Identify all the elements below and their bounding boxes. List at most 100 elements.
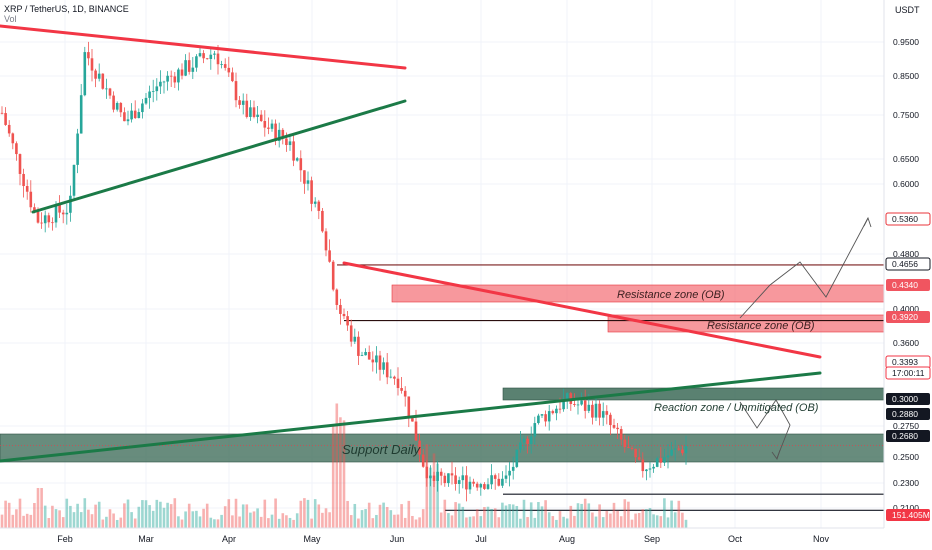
candle-body bbox=[43, 215, 47, 224]
candle-body bbox=[634, 448, 637, 458]
candle-body bbox=[601, 411, 605, 418]
volume-bar bbox=[551, 516, 555, 528]
candle-body bbox=[123, 112, 126, 122]
volume-bar bbox=[112, 513, 115, 528]
candle-body bbox=[529, 436, 533, 444]
volume-bar bbox=[328, 512, 331, 528]
volume-bar bbox=[598, 504, 601, 528]
candle-body bbox=[623, 439, 627, 448]
volume-bar bbox=[101, 519, 105, 528]
candle-body bbox=[87, 52, 90, 59]
candle-body bbox=[547, 411, 551, 422]
volume-bar bbox=[652, 514, 655, 528]
candle-body bbox=[173, 76, 177, 83]
projection-down bbox=[739, 399, 791, 459]
candle-body bbox=[439, 471, 443, 476]
candle-body bbox=[324, 231, 328, 251]
volume-bar bbox=[645, 509, 648, 528]
candle-body bbox=[306, 180, 310, 184]
candle-body bbox=[537, 415, 540, 424]
candle-body bbox=[612, 425, 616, 428]
price-axis[interactable]: USDT 0.9500 0.8500 0.7500 0.6500 0.6000 0.4800… bbox=[883, 0, 932, 550]
candle-body bbox=[249, 107, 252, 117]
candle-body bbox=[670, 449, 673, 456]
volume-bar bbox=[443, 499, 447, 528]
volume-bar bbox=[11, 514, 15, 528]
volume-bar bbox=[558, 511, 562, 528]
volume-bar bbox=[400, 504, 403, 528]
volume-bar bbox=[72, 512, 76, 528]
candle-body bbox=[627, 447, 630, 448]
volume-bar bbox=[609, 513, 612, 528]
trendline bbox=[0, 371, 822, 463]
candle-body bbox=[169, 75, 173, 77]
volume-bar bbox=[497, 517, 501, 528]
candle-body bbox=[526, 438, 529, 444]
volume-bar bbox=[69, 505, 72, 528]
currency-label: USDT bbox=[895, 5, 920, 15]
volume-bar bbox=[249, 512, 252, 528]
volume-bar bbox=[54, 509, 58, 528]
candle-body bbox=[472, 481, 475, 484]
candle-body bbox=[587, 404, 591, 411]
candle-body bbox=[295, 158, 299, 161]
volume-bar bbox=[465, 517, 468, 528]
volume-bar bbox=[90, 514, 94, 528]
candle-body bbox=[51, 222, 54, 224]
candle-body bbox=[126, 119, 130, 122]
volume-bar bbox=[43, 505, 47, 528]
candle-body bbox=[267, 127, 270, 129]
price-tick-label: 0.4800 bbox=[893, 249, 919, 259]
candle-body bbox=[256, 114, 259, 117]
volume-bar bbox=[259, 516, 263, 528]
candle-body bbox=[238, 100, 241, 105]
volume-bar bbox=[65, 498, 69, 528]
candle-body bbox=[432, 475, 436, 481]
candle-body bbox=[108, 88, 112, 96]
candle-body bbox=[681, 449, 684, 454]
volume-bar bbox=[483, 507, 486, 528]
candle-body bbox=[429, 475, 432, 479]
candle-body bbox=[22, 173, 25, 187]
zone-label: Reaction zone / Unmitigated (OB) bbox=[654, 402, 819, 414]
volume-bar bbox=[450, 515, 454, 528]
volume-bar bbox=[105, 516, 108, 528]
candle-body bbox=[317, 201, 321, 211]
candle-body bbox=[133, 110, 137, 119]
volume-bar bbox=[202, 508, 205, 528]
volume-bar bbox=[288, 517, 292, 528]
candle-body bbox=[594, 403, 598, 418]
volume-indicator-label[interactable]: Vol bbox=[4, 14, 17, 24]
candle-body bbox=[436, 471, 439, 481]
candle-body bbox=[7, 124, 11, 134]
candle-body bbox=[558, 408, 562, 410]
volume-bar bbox=[331, 424, 335, 528]
candle-body bbox=[216, 53, 220, 65]
volume-bar bbox=[353, 503, 357, 528]
candle-body bbox=[375, 355, 378, 363]
time-tick-label: Feb bbox=[57, 534, 73, 544]
volume-bar bbox=[148, 505, 151, 528]
volume-bar bbox=[493, 508, 497, 528]
volume-bar bbox=[133, 518, 137, 528]
candle-body bbox=[191, 67, 195, 72]
candle-body bbox=[105, 88, 108, 90]
zone-label: Support Daily bbox=[342, 442, 422, 457]
time-axis[interactable]: Feb Mar Apr May Jun Jul Aug Sep Oct Nov bbox=[0, 527, 884, 544]
volume-bar bbox=[155, 499, 159, 528]
price-tick-label: 0.2750 bbox=[893, 421, 919, 431]
candle-body bbox=[641, 459, 645, 472]
volume-bar bbox=[519, 518, 522, 528]
volume-bar bbox=[385, 507, 389, 528]
volume-bar bbox=[270, 514, 274, 528]
candle-body bbox=[144, 97, 148, 104]
volume-bar bbox=[432, 453, 436, 528]
volume-bar bbox=[389, 510, 393, 528]
time-tick-label: Oct bbox=[728, 534, 743, 544]
symbol-title[interactable]: XRP / TetherUS, 1D, BINANCE bbox=[4, 4, 129, 14]
volume-bar bbox=[144, 500, 148, 528]
candle-body bbox=[90, 58, 94, 71]
volume-bar bbox=[627, 501, 630, 528]
volume-bar bbox=[274, 498, 277, 528]
